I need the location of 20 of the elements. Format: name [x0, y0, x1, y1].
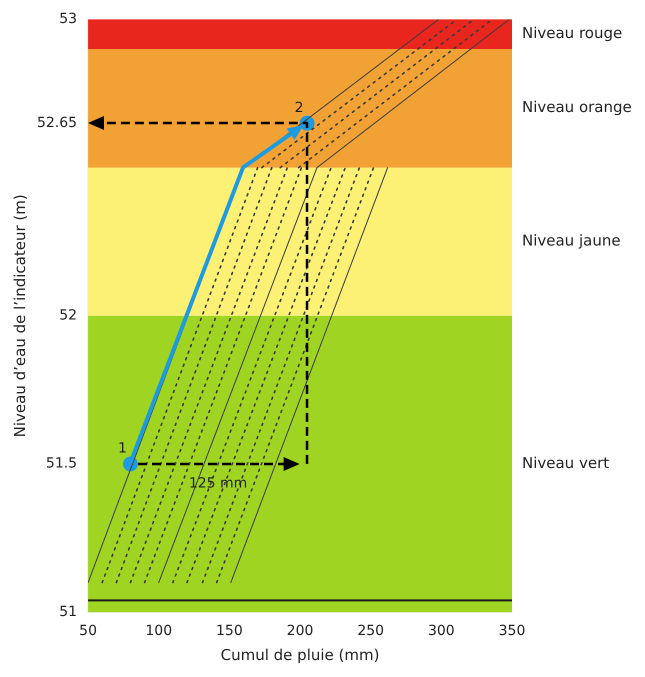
y-tick-label: 52.65 — [36, 114, 78, 131]
y-axis-title: Niveau d’eau de l’indicateur (m) — [10, 194, 29, 438]
y-tick-label: 51.5 — [46, 456, 78, 472]
band-label: Niveau orange — [522, 98, 632, 116]
x-tick-label: 100 — [145, 623, 172, 640]
annotation: 1 — [118, 440, 127, 457]
x-tick-label: 50 — [79, 623, 97, 640]
band-label: Niveau vert — [522, 454, 610, 472]
band-label: Niveau jaune — [522, 232, 621, 250]
annotation: 2 — [294, 100, 304, 116]
x-axis-title: Cumul de pluie (mm) — [220, 646, 380, 664]
x-tick-label: 350 — [498, 623, 526, 640]
y-tick-label: 53 — [59, 11, 78, 28]
y-tick-label: 51 — [59, 604, 78, 620]
x-tick-label: 300 — [428, 623, 455, 640]
x-tick-label: 200 — [286, 623, 314, 640]
band-label: Niveau rouge — [522, 24, 622, 42]
y-tick-label: 52 — [59, 307, 78, 324]
x-tick-label: 150 — [216, 623, 243, 640]
x-tick-label: 250 — [357, 623, 384, 640]
